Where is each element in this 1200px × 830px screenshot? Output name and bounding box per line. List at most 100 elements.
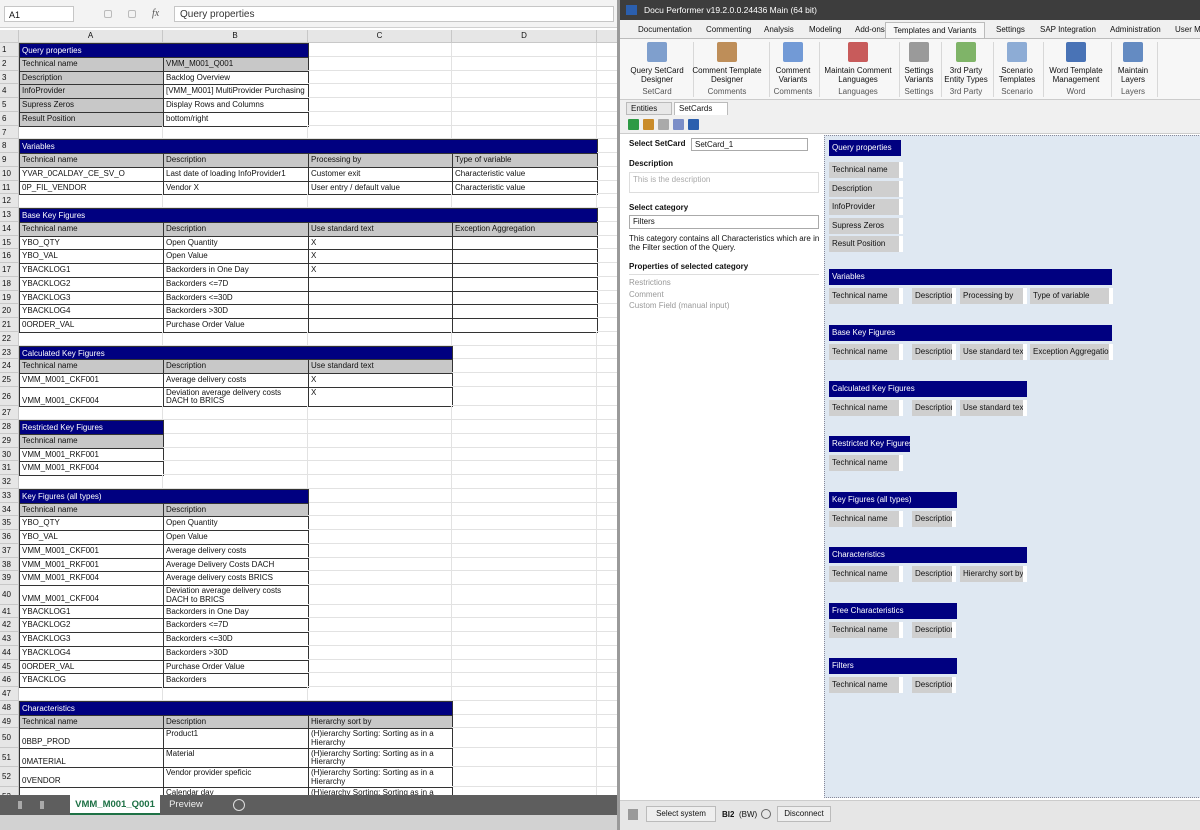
cell[interactable] bbox=[452, 786, 597, 795]
cell[interactable]: 0ORDER_VAL bbox=[19, 659, 164, 675]
cell[interactable] bbox=[308, 673, 452, 687]
cell[interactable]: Average delivery costs bbox=[163, 543, 309, 559]
cell[interactable] bbox=[452, 111, 597, 126]
cell[interactable] bbox=[452, 56, 597, 71]
cell[interactable] bbox=[308, 475, 452, 489]
cell[interactable] bbox=[308, 502, 452, 517]
ribbon-button-label[interactable]: Layers bbox=[1120, 75, 1145, 84]
ribbon-button-label[interactable]: Comment bbox=[775, 66, 811, 75]
cell[interactable] bbox=[308, 618, 452, 632]
cell[interactable]: VMM_M001_RKF001 bbox=[19, 447, 164, 463]
ribbon-button-label[interactable]: Variants bbox=[904, 75, 934, 84]
cell[interactable] bbox=[308, 56, 452, 71]
block-field[interactable]: Hierarchy sort by bbox=[960, 566, 1027, 582]
cell[interactable] bbox=[308, 406, 452, 420]
ribbon-button-label[interactable]: 3rd Party bbox=[949, 66, 983, 75]
cell[interactable]: YBO_QTY bbox=[19, 516, 164, 531]
cell[interactable]: Customer exit bbox=[308, 166, 453, 182]
cell[interactable] bbox=[19, 475, 163, 489]
cell[interactable]: Backlog Overview bbox=[163, 70, 309, 86]
cell[interactable]: Open Value bbox=[163, 530, 309, 545]
cell[interactable]: Description bbox=[163, 359, 309, 374]
cell[interactable] bbox=[452, 543, 597, 558]
cell[interactable]: Use standard text bbox=[308, 221, 453, 237]
cell[interactable] bbox=[452, 386, 597, 407]
fx-icon[interactable]: fx bbox=[152, 8, 160, 19]
cell[interactable]: Material bbox=[163, 747, 309, 769]
document-tab[interactable]: Entities bbox=[626, 102, 672, 115]
cell[interactable] bbox=[308, 687, 452, 701]
sheet-tab[interactable]: Preview bbox=[169, 799, 203, 810]
toolbar-icon[interactable] bbox=[688, 119, 699, 130]
block-header[interactable]: Restricted Key Figures bbox=[829, 436, 910, 452]
cell[interactable] bbox=[163, 331, 308, 346]
block-field[interactable]: Supress Zeros bbox=[829, 217, 903, 234]
cell[interactable] bbox=[308, 194, 452, 208]
cell[interactable]: Backorders bbox=[163, 673, 309, 688]
property-item[interactable]: Custom Field (manual input) bbox=[629, 301, 730, 310]
cell[interactable]: YBACKLOG4 bbox=[19, 645, 164, 661]
cell[interactable] bbox=[163, 194, 308, 208]
cell[interactable] bbox=[452, 373, 597, 387]
cell[interactable] bbox=[452, 304, 598, 319]
cell[interactable] bbox=[452, 530, 597, 544]
block-header[interactable]: Filters bbox=[829, 658, 957, 674]
cell[interactable]: Technical name bbox=[19, 359, 164, 374]
cancel-icon[interactable] bbox=[104, 10, 112, 18]
cell[interactable]: VMM_M001_CKF001 bbox=[19, 543, 164, 559]
cell[interactable]: Technical name bbox=[19, 221, 164, 237]
block-field[interactable]: Result Position bbox=[829, 236, 903, 252]
cell[interactable]: Average delivery costs bbox=[163, 373, 309, 388]
cell[interactable]: VMM_M001_RKF001 bbox=[19, 557, 164, 573]
cell[interactable]: 0MATERIAL bbox=[19, 747, 164, 769]
cell[interactable]: X bbox=[308, 386, 453, 408]
cell[interactable]: VMM_M001_CKF004 bbox=[19, 585, 164, 606]
cell[interactable]: YBO_VAL bbox=[19, 249, 164, 264]
cell[interactable] bbox=[452, 673, 597, 687]
cell[interactable] bbox=[19, 194, 163, 208]
menu-tab[interactable]: Templates and Variants bbox=[885, 22, 985, 38]
cell[interactable]: YBO_QTY bbox=[19, 235, 164, 251]
cell[interactable] bbox=[163, 461, 308, 475]
cell[interactable] bbox=[308, 331, 452, 346]
cell[interactable] bbox=[308, 632, 452, 646]
cell[interactable]: YBACKLOG4 bbox=[19, 304, 164, 319]
cell[interactable] bbox=[452, 433, 597, 448]
toolbar-icon[interactable] bbox=[643, 119, 654, 130]
ribbon-button-label[interactable]: Settings bbox=[904, 66, 934, 75]
cell[interactable]: User entry / default value bbox=[308, 180, 453, 196]
cell[interactable] bbox=[308, 585, 452, 605]
block-field[interactable]: Technical name bbox=[829, 400, 903, 416]
cell[interactable] bbox=[452, 461, 597, 475]
block-field[interactable]: Exception Aggregation bbox=[1030, 344, 1113, 360]
block-field[interactable]: Description bbox=[912, 511, 956, 527]
cell[interactable] bbox=[452, 235, 598, 251]
cell[interactable]: YBACKLOG3 bbox=[19, 290, 164, 306]
cell[interactable]: bottom/right bbox=[163, 111, 309, 127]
block-field[interactable]: Description bbox=[912, 400, 956, 416]
ribbon-button-label[interactable]: Maintain Comment bbox=[824, 66, 892, 75]
cell[interactable]: Open Quantity bbox=[163, 235, 309, 251]
cell[interactable]: Backorders <=7D bbox=[163, 618, 309, 633]
block-field[interactable]: Description bbox=[912, 677, 956, 693]
cell[interactable] bbox=[308, 70, 452, 85]
menu-tab[interactable]: Add-ons bbox=[855, 25, 885, 34]
cell[interactable]: YBACKLOG2 bbox=[19, 618, 164, 633]
cell[interactable] bbox=[452, 359, 597, 373]
cell[interactable] bbox=[163, 125, 308, 140]
cell[interactable] bbox=[308, 125, 452, 140]
cell[interactable]: (H)ierarchy Sorting: Sorting as in a Hie… bbox=[308, 728, 453, 749]
cell[interactable] bbox=[308, 433, 452, 448]
block-field[interactable]: Technical name bbox=[829, 344, 903, 360]
cell[interactable]: Use standard text bbox=[308, 359, 453, 374]
category-dropdown[interactable]: Filters bbox=[629, 215, 819, 229]
cell[interactable] bbox=[163, 475, 308, 489]
cell[interactable]: 0CALDAY bbox=[19, 786, 164, 795]
cell[interactable]: Vendor provider speficic bbox=[163, 767, 309, 788]
menu-tab[interactable]: Settings bbox=[996, 25, 1025, 34]
ribbon-button-label[interactable]: Languages bbox=[838, 75, 878, 84]
menu-tab[interactable]: SAP Integration bbox=[1040, 25, 1096, 34]
document-tab[interactable]: SetCards bbox=[674, 102, 728, 115]
cell[interactable] bbox=[452, 714, 597, 729]
cell[interactable] bbox=[308, 304, 453, 319]
